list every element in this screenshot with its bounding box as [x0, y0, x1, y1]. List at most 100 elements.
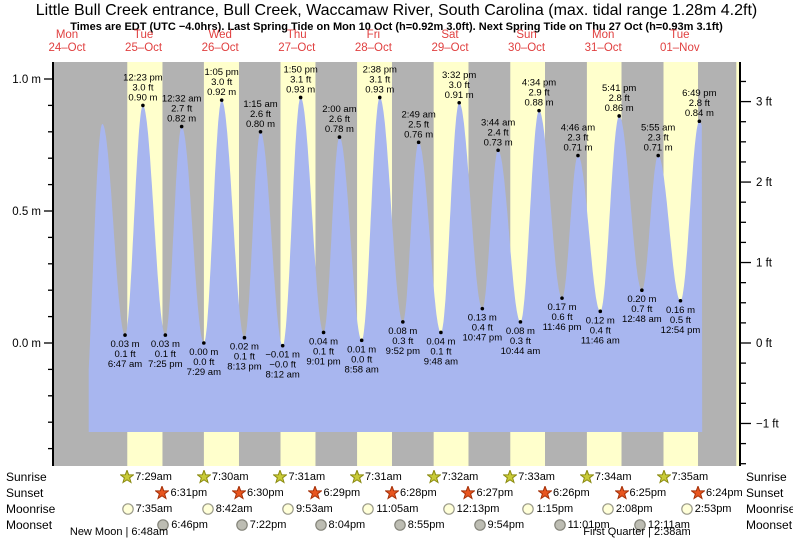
- moonset-circle-icon: [634, 519, 646, 531]
- day-date: 25–Oct: [125, 42, 163, 54]
- high-tide-annotation: 12:23 pm3.0 ft0.90 m: [123, 72, 163, 103]
- sunset-star-icon: [691, 486, 706, 500]
- day-label: Sat 29–Oct: [408, 29, 492, 55]
- moonset-time: 7:22pm: [249, 519, 287, 531]
- sunset-time: 6:27pm: [476, 487, 514, 499]
- moonset-time: 6:46pm: [171, 519, 208, 531]
- sunrise-star-icon: [656, 470, 671, 484]
- high-tide-dot: [141, 103, 145, 108]
- high-tide-annotation: 1:50 pm3.1 ft0.93 m: [283, 64, 317, 95]
- tide-annotation-line: 0.03 m: [111, 339, 140, 350]
- low-tide-annotation: 0.01 m0.0 ft8:58 am: [345, 344, 379, 375]
- low-tide-dot: [321, 330, 326, 335]
- moonrise-time: 2:08pm: [615, 503, 653, 515]
- sunset-time: 6:31pm: [170, 487, 208, 499]
- tide-annotation-line: 5:55 am: [641, 123, 675, 134]
- tide-annotation-line: 2.8 ft: [689, 98, 710, 109]
- tide-annotation-line: 2.4 ft: [488, 127, 509, 138]
- low-tide-annotation: 0.04 m0.1 ft9:01 pm: [306, 336, 340, 367]
- tide-annotation-line: 12:32 am: [162, 94, 202, 105]
- low-tide-annotation: 0.08 m0.3 ft9:52 pm: [386, 326, 420, 357]
- low-tide-dot: [280, 343, 285, 348]
- tide-annotation-line: 0.4 ft: [590, 325, 611, 336]
- day-date: 26–Oct: [201, 42, 239, 54]
- tide-annotation-line: 0.78 m: [325, 124, 354, 135]
- tide-annotation-line: 0.6 ft: [551, 312, 572, 323]
- tide-annotation-line: 1:15 am: [243, 99, 277, 110]
- feet-axis-label: −1 ft: [756, 418, 780, 430]
- tide-annotation-line: 0.71 m: [563, 143, 592, 154]
- sunset-time: 6:28pm: [399, 487, 437, 499]
- low-tide-dot: [202, 341, 206, 345]
- moonrise-circle-icon: [362, 503, 375, 515]
- tide-annotation-line: 0.92 m: [207, 87, 236, 98]
- low-tide-dot: [678, 298, 683, 303]
- tide-annotation-line: 0.13 m: [468, 313, 497, 324]
- tide-annotation-line: 0.00 m: [189, 347, 218, 358]
- tide-annotation-line: 8:58 am: [345, 364, 379, 375]
- moonset-time: 11:01pm: [567, 519, 610, 531]
- high-tide-annotation: 2:00 am2.6 ft0.78 m: [322, 104, 356, 135]
- tide-annotation-line: 4:34 pm: [522, 78, 556, 89]
- tide-annotation-line: 0.1 ft: [114, 349, 135, 360]
- day-date: 27–Oct: [278, 42, 316, 54]
- tide-annotation-line: 2:00 am: [322, 104, 356, 115]
- tide-annotation-line: 0.90 m: [128, 92, 157, 103]
- sunrise-time: 7:35am: [671, 471, 709, 483]
- moonrise-time: 12:13pm: [456, 503, 500, 515]
- meter-axis-label: 1.0 m: [12, 74, 41, 86]
- tide-annotation-line: 7:25 pm: [148, 359, 182, 370]
- moonrise-circle-icon: [201, 503, 214, 515]
- sunrise-time: 7:30am: [211, 471, 249, 483]
- day-of-week: Thu: [286, 29, 307, 41]
- day-label: Tue 25–Oct: [102, 29, 186, 55]
- tide-annotation-line: 0.86 m: [605, 103, 634, 114]
- day-date: 31–Oct: [584, 42, 622, 54]
- tide-annotation-line: 8:12 am: [266, 370, 300, 381]
- moonset-circle-icon: [393, 519, 406, 531]
- tide-annotation-line: 3:44 am: [481, 117, 515, 128]
- sunrise-time: 7:33am: [518, 471, 555, 483]
- low-tide-dot: [163, 333, 168, 337]
- moonset-label-left: Moonset: [6, 518, 53, 532]
- tide-annotation-line: 0.88 m: [525, 98, 554, 109]
- tide-annotation-line: 12:23 pm: [123, 72, 163, 83]
- moonrise-circle-icon: [442, 503, 455, 515]
- sunrise-time: 7:34am: [594, 471, 632, 483]
- sunset-time: 6:25pm: [629, 487, 667, 499]
- sunrise-time: 7:32am: [441, 471, 479, 483]
- day-label: Fri 28–Oct: [331, 29, 415, 55]
- low-tide-dot: [123, 333, 127, 337]
- moonrise-circle-icon: [121, 503, 134, 515]
- tide-annotation-line: 0.3 ft: [392, 336, 413, 347]
- high-tide-dot: [576, 153, 580, 158]
- page-title: Little Bull Creek entrance, Bull Creek, …: [35, 2, 758, 19]
- tide-annotation-line: 2.8 ft: [609, 93, 630, 104]
- sunset-star-icon: [384, 486, 399, 500]
- tide-annotation-line: −0.01 m: [265, 350, 300, 361]
- low-tide-dot: [359, 338, 364, 343]
- tide-curve: [88, 97, 703, 432]
- tide-annotation-line: 6:47 am: [108, 359, 142, 370]
- moonset-circle-icon: [553, 519, 566, 531]
- high-tide-dot: [416, 140, 421, 145]
- feet-axis-label: 0 ft: [756, 338, 773, 350]
- tide-annotation-line: 11:46 am: [581, 335, 620, 346]
- sunset-star-icon: [155, 486, 170, 500]
- sunrise-time: 7:31am: [365, 471, 402, 483]
- sunrise-star-icon: [350, 470, 365, 484]
- moonrise-circle-icon: [282, 503, 294, 515]
- meter-axis-label: 0.5 m: [12, 206, 41, 218]
- day-label: Mon 31–Oct: [561, 29, 645, 55]
- tide-annotation-line: 5:41 pm: [602, 83, 636, 94]
- tide-annotation-line: 12:48 am: [622, 314, 662, 325]
- moonrise-time: 8:42am: [215, 503, 253, 515]
- moonrise-label-left: Moonrise: [6, 502, 56, 516]
- sunset-star-icon: [614, 486, 629, 500]
- day-label: Sun 30–Oct: [485, 29, 569, 55]
- moonset-circle-icon: [314, 519, 327, 531]
- tide-annotation-line: 0.04 m: [309, 336, 338, 347]
- moonrise-label-right: Moonrise: [746, 502, 793, 516]
